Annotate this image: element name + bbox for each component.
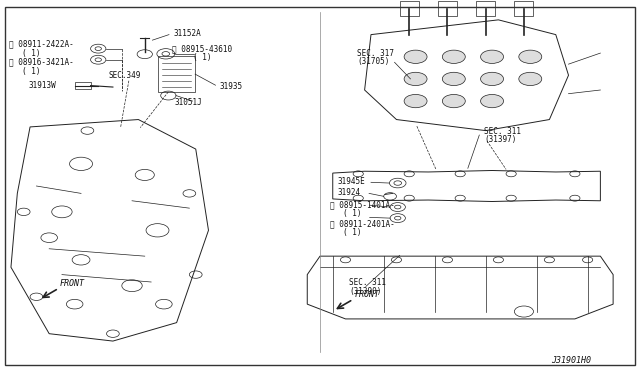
- Circle shape: [442, 94, 465, 108]
- Circle shape: [442, 50, 465, 63]
- Bar: [476, 1, 495, 16]
- Circle shape: [519, 50, 541, 63]
- Text: 31051J: 31051J: [175, 98, 202, 107]
- Text: J31901H0: J31901H0: [550, 356, 591, 365]
- Bar: [515, 1, 534, 16]
- Text: Ⓝ 08911-2401A-: Ⓝ 08911-2401A-: [330, 219, 395, 228]
- Text: (31390): (31390): [349, 287, 381, 296]
- Text: ( 1): ( 1): [22, 67, 40, 76]
- Circle shape: [481, 94, 504, 108]
- Bar: [399, 1, 419, 16]
- Circle shape: [442, 72, 465, 86]
- Text: SEC. 311: SEC. 311: [484, 127, 522, 136]
- Text: 31924: 31924: [338, 188, 361, 197]
- Text: Ⓟ 08916-3421A-: Ⓟ 08916-3421A-: [9, 58, 74, 67]
- Circle shape: [404, 94, 427, 108]
- Text: 31935: 31935: [220, 82, 243, 91]
- Circle shape: [404, 72, 427, 86]
- Text: (31705): (31705): [357, 57, 389, 67]
- Text: ( 1): ( 1): [343, 209, 362, 218]
- Text: ( 1): ( 1): [193, 53, 211, 62]
- Circle shape: [481, 72, 504, 86]
- Text: (31397): (31397): [484, 135, 516, 144]
- Text: SEC. 311: SEC. 311: [349, 278, 387, 287]
- Text: Ⓝ 08915-43610: Ⓝ 08915-43610: [172, 44, 232, 53]
- Text: FRONT: FRONT: [355, 290, 380, 299]
- Bar: [158, 57, 195, 92]
- Text: ( 1): ( 1): [22, 49, 40, 58]
- Circle shape: [404, 50, 427, 63]
- Circle shape: [519, 72, 541, 86]
- Text: Ⓝ 08915-1401A-: Ⓝ 08915-1401A-: [330, 200, 395, 209]
- Text: SEC. 317: SEC. 317: [357, 49, 394, 58]
- Bar: [438, 1, 457, 16]
- Text: 31945E: 31945E: [338, 177, 365, 186]
- Bar: [75, 82, 91, 89]
- Text: 31152A: 31152A: [173, 29, 201, 38]
- Text: Ⓝ 08911-2422A-: Ⓝ 08911-2422A-: [9, 39, 74, 48]
- Text: ( 1): ( 1): [343, 228, 362, 237]
- Text: SEC.349: SEC.349: [108, 71, 141, 80]
- Text: 31913W: 31913W: [28, 81, 56, 90]
- Circle shape: [481, 50, 504, 63]
- Text: FRONT: FRONT: [60, 279, 85, 288]
